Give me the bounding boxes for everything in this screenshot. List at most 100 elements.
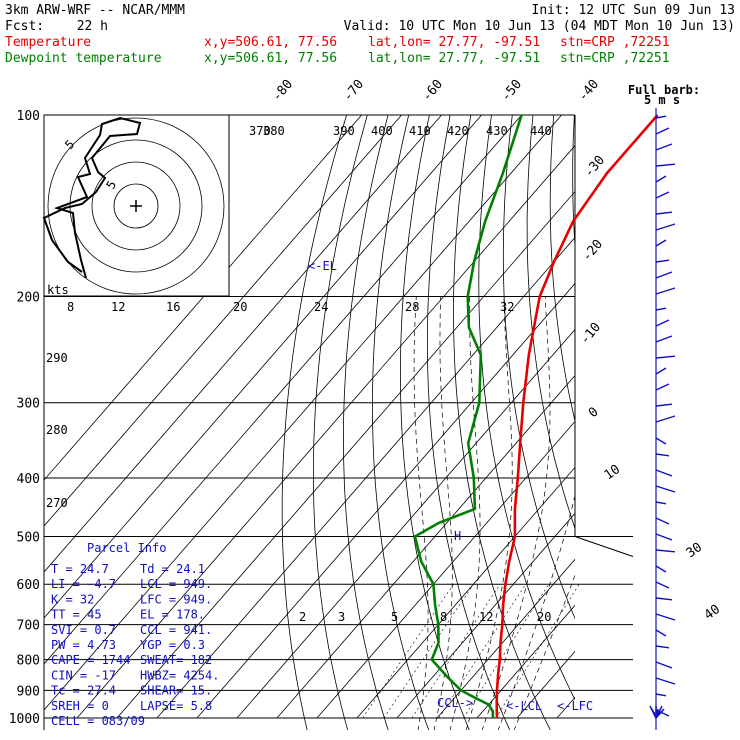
- isotherm-line: [116, 190, 575, 719]
- dry-adiabat-line: [637, 115, 740, 731]
- dry-adiabat-line: [657, 115, 740, 731]
- dewpoint-xy: x,y=506.61, 77.56: [204, 51, 337, 66]
- pressure-label: 1000: [9, 712, 40, 727]
- temperature-xy: x,y=506.61, 77.56: [204, 35, 337, 50]
- wind-barb: [655, 211, 673, 215]
- barb-legend-line2: 5 m s: [644, 93, 680, 107]
- parcel-info-panel: Parcel Info T = 24.7 Td = 24.1 LI = -4.7 LC…: [51, 541, 219, 728]
- parcel-field-right: Td = 24.1: [140, 562, 205, 576]
- dry-adiabat-line: [719, 115, 740, 731]
- isotherm-line: [236, 328, 575, 719]
- wind-barb: [655, 533, 673, 541]
- parcel-field-left: SREH = 0: [51, 699, 109, 713]
- theta-label: 370: [249, 124, 271, 138]
- el-annotation: <-EL: [308, 259, 337, 273]
- dry-adiabat-line: [343, 115, 389, 730]
- hodograph-ring: [91, 161, 181, 251]
- speed-tick-label: 32: [500, 300, 514, 314]
- theta-label: 380: [263, 124, 285, 138]
- mixing-ratio-label: 3: [338, 610, 345, 624]
- mixing-ratio-label: 8: [440, 610, 447, 624]
- right-axis-skew: [574, 536, 634, 557]
- mixing-ratio-line: [463, 584, 550, 719]
- wind-barb: [655, 259, 670, 263]
- pressure-label: 300: [17, 397, 40, 412]
- diagram-grid: [43, 114, 740, 731]
- wind-barb: [655, 661, 673, 669]
- wind-barb: [655, 613, 676, 621]
- theta-label: 420: [447, 124, 469, 138]
- parcel-info-title: Parcel Info: [87, 541, 166, 555]
- isotherm-label: 0: [586, 405, 602, 422]
- moist-adiabat-line: [513, 574, 575, 730]
- sounding-profiles: [413, 114, 659, 719]
- isotherm-label: 30: [684, 540, 705, 561]
- parcel-field-right: HWBZ= 4254.: [140, 668, 219, 682]
- wind-barb: [655, 335, 673, 343]
- dry-adiabat-line: [427, 115, 511, 730]
- mixing-ratio-label: 20: [537, 610, 551, 624]
- hodograph-ring: [47, 117, 225, 295]
- parcel-field-left: K = 32: [51, 592, 94, 606]
- wind-barb: [655, 549, 676, 553]
- speed-tick-label: 8: [67, 300, 74, 314]
- wind-barb: [655, 223, 676, 231]
- speed-tick-label: 24: [314, 300, 328, 314]
- wind-barb: [655, 355, 676, 359]
- parcel-field-left: T = 24.7: [51, 562, 109, 576]
- isotherm-line: [356, 466, 575, 719]
- grid-clip-group: [44, 115, 740, 731]
- forecast-label: Fcst:: [5, 19, 44, 34]
- dry-adiabat-line: [372, 115, 430, 730]
- parcel-field-left: Tc = 27.4: [51, 684, 116, 698]
- wind-barb: [655, 453, 670, 457]
- wind-barb: [655, 415, 676, 423]
- dry-adiabat-line: [502, 115, 575, 620]
- wind-barb: [655, 677, 676, 685]
- hodograph-ring: [113, 183, 159, 229]
- moist-adiabat-line: [497, 494, 575, 730]
- pressure-label: 400: [17, 472, 40, 487]
- hodograph-speed-unit: kts: [47, 283, 69, 297]
- dewpoint-station: stn=CRP ,72251: [560, 51, 670, 66]
- dewpoint-latlon: lat,lon= 27.77, -97.51: [368, 51, 540, 66]
- wind-barb: [655, 693, 667, 697]
- parcel-field-right: LCL = 949.: [140, 577, 212, 591]
- isotherm-line: [196, 282, 575, 719]
- pressure-label: 900: [17, 684, 40, 699]
- theta-label: 400: [371, 124, 393, 138]
- theta-label: 410: [409, 124, 431, 138]
- dry-adiabat-line: [616, 115, 740, 731]
- parcel-field-left: CELL = 083/09: [51, 714, 145, 728]
- parcel-field-left: SVI = 0.7: [51, 623, 116, 637]
- dry-adiabat-line: [699, 115, 740, 731]
- temperature-legend: Temperature: [5, 35, 91, 50]
- wind-barb: [655, 565, 667, 573]
- init-time: Init: 12 UTC Sun 09 Jun 13: [532, 3, 736, 18]
- pressure-label: 700: [17, 619, 40, 634]
- wind-barb: [655, 367, 667, 375]
- wind-barb: [655, 581, 670, 589]
- wind-barb: [655, 383, 670, 391]
- theta-label: 440: [530, 124, 552, 138]
- wind-barb: [655, 307, 667, 311]
- wind-barb: [655, 163, 676, 167]
- wind-barb: [655, 629, 667, 637]
- wind-barb: [655, 239, 667, 247]
- wind-barb: [655, 287, 676, 295]
- isotherm-line: [276, 374, 575, 719]
- theta-label: 430: [486, 124, 508, 138]
- mixing-ratio-line: [495, 584, 580, 719]
- parcel-field-left: CAPE = 1744: [51, 653, 130, 667]
- dry-adiabat-label: 290: [46, 351, 68, 365]
- isotherm-line: [44, 115, 362, 481]
- dry-adiabat-line: [453, 115, 551, 730]
- wind-barb: [655, 645, 670, 649]
- dry-adiabat-label: 270: [46, 496, 68, 510]
- temperature-latlon: lat,lon= 27.77, -97.51: [368, 35, 540, 50]
- wind-barb: [655, 319, 670, 327]
- parcel-field-right: SHEAR= 15.: [140, 684, 212, 698]
- forecast-hour: 22 h: [77, 19, 108, 34]
- pressure-label: 500: [17, 530, 40, 545]
